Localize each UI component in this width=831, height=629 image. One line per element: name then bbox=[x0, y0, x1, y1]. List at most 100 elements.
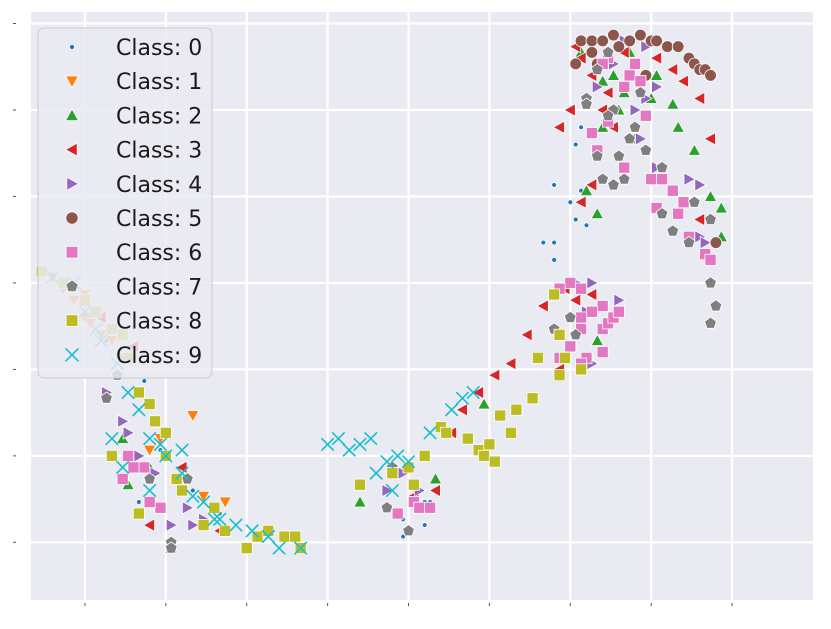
legend-item-class-3: Class: 3 bbox=[64, 139, 202, 164]
point-class-8 bbox=[143, 398, 156, 410]
point-class-7 bbox=[682, 235, 696, 249]
point-class-5 bbox=[585, 46, 599, 59]
legend-box bbox=[37, 27, 213, 379]
point-class-7 bbox=[100, 391, 113, 404]
point-class-9 bbox=[293, 541, 308, 555]
point-class-0 bbox=[572, 141, 579, 148]
point-class-4 bbox=[591, 80, 605, 94]
point-class-9 bbox=[380, 454, 394, 469]
point-class-8 bbox=[132, 386, 145, 399]
point-class-5 bbox=[623, 34, 636, 48]
point-class-6 bbox=[618, 80, 631, 93]
point-class-9 bbox=[342, 443, 356, 457]
point-class-5 bbox=[650, 34, 663, 48]
point-class-4 bbox=[629, 103, 643, 117]
point-class-6 bbox=[618, 161, 631, 174]
point-class-0 bbox=[135, 499, 142, 505]
point-class-3 bbox=[142, 518, 156, 532]
series-class-7 bbox=[100, 45, 723, 554]
point-class-2 bbox=[687, 143, 702, 156]
legend-marker-class-9 bbox=[64, 347, 80, 362]
point-class-3 bbox=[584, 287, 598, 302]
legend-item-class-5: Class: 5 bbox=[65, 207, 202, 232]
point-class-7 bbox=[580, 97, 593, 110]
point-class-8 bbox=[208, 501, 221, 514]
point-class-2 bbox=[428, 471, 443, 485]
point-class-9 bbox=[401, 454, 416, 469]
point-class-6 bbox=[585, 305, 598, 318]
point-class-9 bbox=[320, 437, 335, 452]
point-class-9 bbox=[245, 524, 259, 538]
point-class-9 bbox=[186, 489, 200, 504]
point-class-7 bbox=[623, 132, 636, 145]
point-class-8 bbox=[278, 530, 291, 543]
point-class-6 bbox=[413, 501, 426, 514]
point-class-2 bbox=[353, 494, 367, 508]
point-class-1 bbox=[185, 410, 200, 423]
point-class-3 bbox=[552, 120, 565, 135]
point-class-4 bbox=[651, 80, 664, 94]
point-class-0 bbox=[551, 182, 558, 188]
legend-marker-class-5 bbox=[65, 211, 79, 225]
point-class-6 bbox=[585, 127, 598, 140]
point-class-6 bbox=[677, 196, 690, 209]
point-class-2 bbox=[590, 206, 605, 220]
point-class-6 bbox=[596, 346, 609, 359]
point-class-9 bbox=[142, 483, 157, 498]
point-class-6 bbox=[564, 276, 577, 289]
legend-item-class-0: Class: 0 bbox=[69, 36, 202, 61]
point-class-9 bbox=[121, 385, 135, 400]
point-class-6 bbox=[634, 75, 647, 88]
point-class-8 bbox=[149, 415, 162, 428]
point-class-7 bbox=[569, 328, 583, 341]
point-class-7 bbox=[563, 310, 577, 323]
point-class-6 bbox=[116, 472, 129, 485]
legend-marker-class-0 bbox=[69, 44, 76, 51]
point-class-0 bbox=[540, 239, 547, 246]
legend-label-class-0: Class: 0 bbox=[116, 36, 202, 61]
point-class-7 bbox=[380, 501, 394, 514]
point-class-7 bbox=[655, 160, 669, 174]
point-class-8 bbox=[505, 426, 517, 439]
point-class-9 bbox=[212, 512, 227, 527]
point-class-9 bbox=[261, 529, 276, 544]
point-class-6 bbox=[639, 109, 652, 122]
legend: Class: 0 Class: 1 Class: 2 Class: 3 Class: 4… bbox=[37, 27, 213, 379]
legend-marker-class-1 bbox=[64, 75, 80, 89]
point-class-7 bbox=[704, 276, 717, 289]
legend-label-class-5: Class: 5 bbox=[116, 207, 202, 232]
point-class-4 bbox=[694, 178, 707, 192]
point-class-9 bbox=[369, 466, 383, 480]
point-class-3 bbox=[692, 91, 706, 106]
point-class-9 bbox=[455, 391, 470, 406]
point-class-4 bbox=[683, 172, 697, 187]
point-class-7 bbox=[596, 172, 610, 185]
point-class-6 bbox=[138, 461, 151, 474]
point-class-6 bbox=[596, 300, 609, 312]
point-class-3 bbox=[455, 402, 468, 417]
point-class-9 bbox=[207, 512, 222, 527]
point-class-6 bbox=[564, 340, 577, 353]
point-class-9 bbox=[331, 431, 346, 446]
point-class-9 bbox=[353, 437, 367, 452]
point-class-6 bbox=[612, 305, 625, 318]
point-class-4 bbox=[613, 293, 626, 308]
point-class-8 bbox=[461, 432, 474, 445]
point-class-5 bbox=[612, 40, 626, 53]
point-class-2 bbox=[703, 189, 718, 202]
point-class-9 bbox=[390, 449, 405, 463]
point-class-7 bbox=[612, 149, 626, 162]
point-class-3 bbox=[563, 103, 576, 117]
point-class-5 bbox=[585, 34, 599, 48]
point-class-3 bbox=[487, 368, 501, 383]
point-class-6 bbox=[666, 184, 679, 197]
point-class-9 bbox=[466, 385, 480, 400]
legend-label-class-4: Class: 4 bbox=[116, 173, 202, 198]
point-class-7 bbox=[590, 149, 604, 162]
point-class-6 bbox=[575, 311, 588, 324]
point-class-3 bbox=[428, 483, 441, 498]
point-class-0 bbox=[551, 239, 558, 246]
point-class-7 bbox=[402, 524, 415, 537]
point-class-6 bbox=[122, 449, 135, 462]
